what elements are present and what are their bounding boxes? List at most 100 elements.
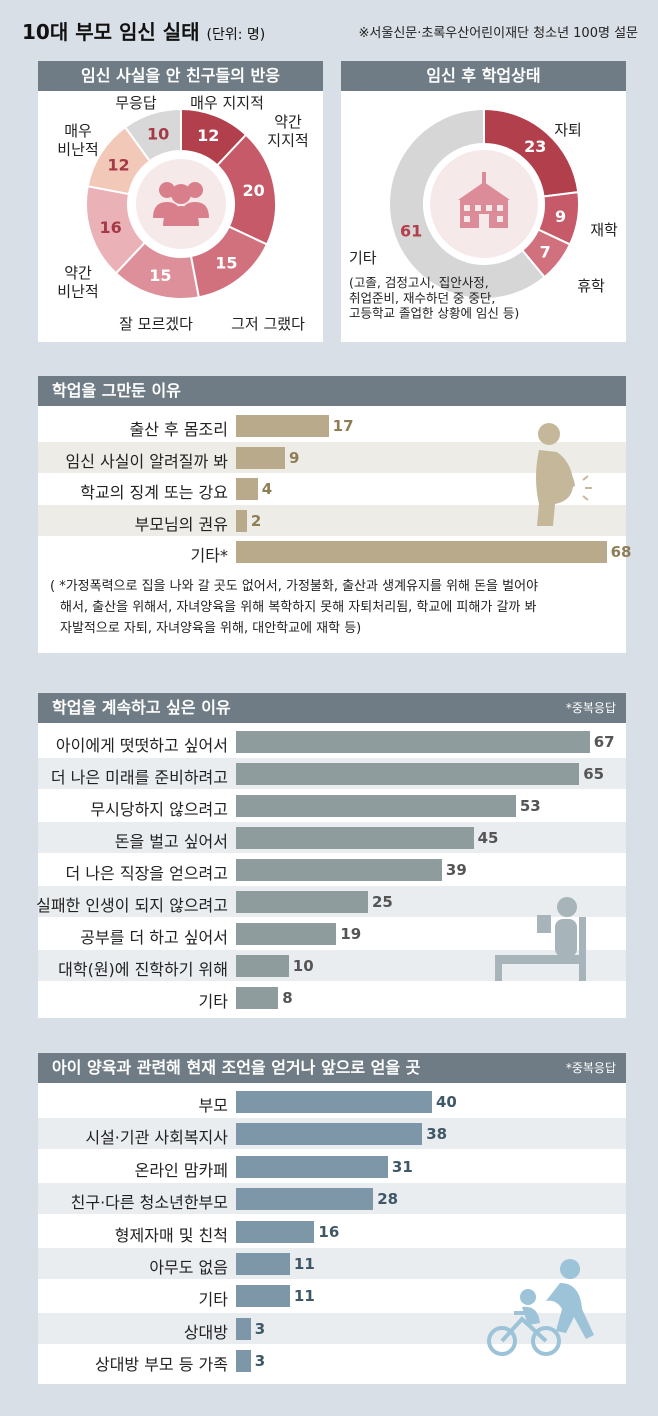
- bar-value-label: 4: [261, 480, 273, 498]
- source-note: ※서울신문·초록우산어린이재단 청소년 100명 설문: [358, 26, 638, 41]
- bar-category-label: 아이에게 떳떳하고 싶어서: [55, 736, 228, 755]
- bar-value-label: 11: [293, 1255, 315, 1273]
- bar-category-label: 친구·다른 청소년한부모: [70, 1193, 228, 1213]
- parent-child-bicycle-icon: [487, 1259, 594, 1356]
- row-background: [38, 1248, 626, 1279]
- friends-reaction-panel: 임신 사실을 안 친구들의 반응 12 매우 지지적 20 약간 지지적 15 그저 그랬다…: [38, 61, 323, 342]
- bar: [236, 1350, 251, 1373]
- page-title: 10대 부모 임신 실태 (단위: 명): [22, 16, 265, 45]
- donut1-value-label: 15: [215, 253, 237, 272]
- bar-category-label: 시설·기관 사회복지사: [85, 1128, 228, 1148]
- bar: [236, 827, 474, 849]
- bar-value-label: 3: [254, 1319, 266, 1338]
- bar-value-label: 16: [318, 1222, 340, 1241]
- bar-value-label: 11: [293, 1287, 315, 1306]
- bar-value-label: 39: [445, 861, 467, 879]
- bar-value-label: 25: [372, 893, 393, 911]
- bar: [236, 478, 258, 500]
- footnote-line: 해서, 출산을 위해서, 자녀양육을 위해 복학하지 못해 자퇴처리됨, 학교에…: [60, 600, 537, 615]
- bar: [236, 987, 279, 1009]
- bar-value-label: 3: [254, 1352, 266, 1371]
- donut1-value-label: 16: [99, 218, 121, 237]
- bar-category-label: 출산 후 몸조리: [129, 420, 229, 439]
- reading-person-icon: [495, 897, 586, 981]
- bar: [236, 731, 590, 753]
- donut1-category-label: 약간 지지적: [267, 113, 308, 149]
- bar-category-label: 대학(원)에 진학하기 위해: [58, 960, 228, 979]
- bar-category-label: 공부를 더 하고 싶어서: [80, 928, 228, 947]
- bar-value-label: 40: [436, 1093, 457, 1111]
- donut1-value-label: 20: [243, 181, 265, 200]
- bar-category-label: 기타*: [190, 546, 228, 565]
- unit-label: (단위: 명): [206, 27, 266, 43]
- donut2-category-label: 기타: [349, 249, 377, 267]
- quit-reasons-panel: 학업을 그만둔 이유 출산 후 몸조리 17 임신 사실이 알려질까 봐 9 학교의 징…: [38, 376, 631, 653]
- donut1-value-label: 12: [197, 126, 219, 145]
- bar-category-label: 형제자매 및 친척: [114, 1225, 228, 1245]
- school-status-panel: 임신 후 학업상태 23 9 7 61 자퇴 재학 휴학 기타 (고졸, 검정고시, 집안사정,…: [341, 61, 626, 342]
- bar: [236, 1091, 432, 1113]
- bar-category-label: 기타: [198, 992, 228, 1011]
- bar-category-label: 부모: [198, 1096, 228, 1115]
- bar-value-label: 31: [391, 1157, 413, 1176]
- donut2-category-label: 자퇴: [554, 121, 582, 139]
- footnote-line: ( *가정폭력으로 집을 나와 갈 곳도 없어서, 가정불화, 출산과 생계유지…: [50, 579, 539, 594]
- bar: [236, 446, 286, 469]
- donut2-value-label: 23: [524, 137, 546, 156]
- bar-category-label: 더 나은 미래를 준비하려고: [50, 768, 228, 787]
- people-icon: [153, 182, 209, 226]
- donut1-value-label: 12: [107, 155, 129, 174]
- bar-category-label: 임신 사실이 알려질까 봐: [65, 451, 228, 471]
- bar: [236, 1317, 251, 1340]
- donut1-category-label: 그저 그랬다: [231, 315, 305, 333]
- quit-footnote: ( *가정폭력으로 집을 나와 갈 곳도 없어서, 가정불화, 출산과 생계유지…: [50, 576, 625, 639]
- donut1-slice: [123, 107, 182, 163]
- donut2-value-label: 9: [555, 207, 566, 226]
- bar: [236, 891, 368, 913]
- bar-category-label: 상대방: [183, 1322, 228, 1342]
- pregnant-woman-icon: [536, 423, 592, 526]
- bar-value-label: 8: [282, 989, 293, 1007]
- bar-value-label: 9: [289, 448, 300, 467]
- donut1-value-label: 10: [147, 125, 169, 144]
- bar: [236, 795, 516, 817]
- bar-value-label: 45: [477, 829, 499, 847]
- donut1-category-label: 무응답: [115, 94, 157, 112]
- bar: [236, 1155, 388, 1178]
- donut2-value-label: 61: [400, 221, 422, 240]
- bar: [236, 923, 337, 945]
- quit-reasons-header: 학업을 그만둔 이유: [38, 376, 626, 406]
- bar: [236, 859, 442, 881]
- friends-reaction-header: 임신 사실을 안 친구들의 반응: [38, 61, 323, 91]
- bar-category-label: 아무도 없음: [149, 1258, 228, 1277]
- page-title-text: 10대 부모 임신 실태: [22, 20, 200, 44]
- bar-value-label: 28: [377, 1190, 399, 1209]
- advice-sources-panel: 아이 양육과 관련해 현재 조언을 얻거나 앞으로 얻을 곳 *중복응답 부모 4…: [38, 1053, 626, 1384]
- advice-sources-title: 아이 양육과 관련해 현재 조언을 얻거나 앞으로 얻을 곳: [52, 1058, 421, 1077]
- donut2-value-label: 7: [540, 243, 551, 262]
- bar: [236, 1285, 290, 1308]
- bar: [236, 763, 580, 785]
- donut2-slice: [388, 107, 546, 300]
- bar-category-label: 실패한 인생이 되지 않으려고: [36, 896, 228, 915]
- row-background: [38, 441, 626, 473]
- continue-reasons-note: *중복응답: [565, 701, 616, 715]
- bar-category-label: 온라인 맘카페: [134, 1160, 228, 1180]
- donut1-category-label: 잘 모르겠다: [119, 315, 193, 333]
- donut1-category-label: 약간 비난적: [57, 264, 98, 300]
- bar-value-label: 65: [583, 765, 605, 783]
- bar-category-label: 기타: [198, 1290, 228, 1310]
- bar-category-label: 상대방 부모 등 가족: [94, 1355, 228, 1375]
- continue-reasons-panel: 학업을 계속하고 싶은 이유 *중복응답 아이에게 떳떳하고 싶어서 67 더 나은…: [36, 693, 626, 1018]
- bar-value-label: 67: [593, 733, 615, 751]
- bar-category-label: 부모님의 권유: [134, 514, 228, 534]
- donut1-value-label: 15: [149, 266, 171, 285]
- advice-sources-header: 아이 양육과 관련해 현재 조언을 얻거나 앞으로 얻을 곳 *중복응답: [38, 1053, 626, 1083]
- bar: [236, 1123, 423, 1146]
- bar-value-label: 2: [250, 511, 262, 530]
- continue-reasons-header: 학업을 계속하고 싶은 이유 *중복응답: [38, 693, 626, 723]
- bar-value-label: 19: [340, 925, 362, 943]
- continue-reasons-title: 학업을 계속하고 싶은 이유: [52, 698, 231, 717]
- bar-value-label: 10: [292, 957, 314, 975]
- donut2-category-label: 휴학: [577, 277, 605, 295]
